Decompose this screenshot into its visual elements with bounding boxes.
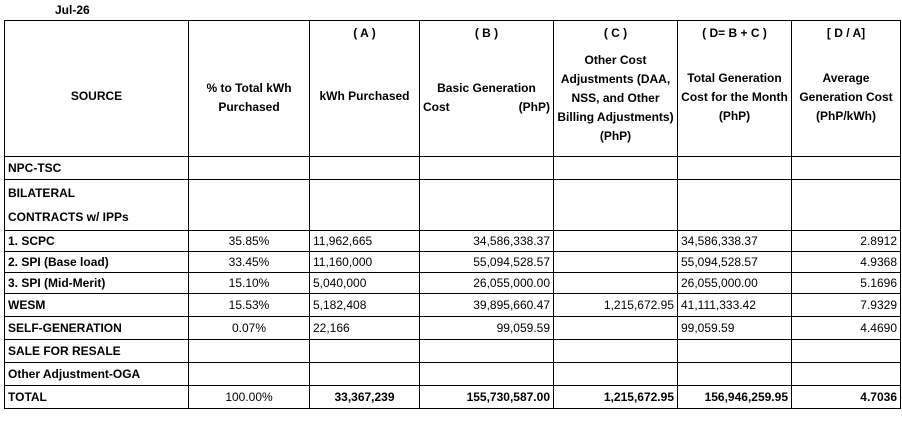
cell-pct: 100.00% [188, 385, 310, 409]
header-avg-label: Average Generation Cost (PhP/kWh) [799, 71, 893, 123]
table-row: 1. SCPC 35.85% 11,962,665 34,586,338.37 … [4, 230, 901, 252]
cell-total: 156,946,259.95 [677, 385, 792, 409]
table-row: SELF-GENERATION 0.07% 22,166 99,059.59 9… [4, 316, 901, 340]
table-row: WESM 15.53% 5,182,408 39,895,660.47 1,21… [4, 293, 901, 317]
header-other-letter: ( C ) [603, 26, 628, 40]
header-row: SOURCE % to Total kWh Purchased ( A ) kW… [4, 20, 901, 157]
header-total-label: Total Generation Cost for the Month (PhP… [681, 71, 788, 123]
cell-avg: 4.7036 [791, 385, 901, 409]
cell-kwh: 22,166 [309, 316, 420, 340]
cell-avg: 4.4690 [791, 316, 901, 340]
cell-total: 55,094,528.57 [677, 251, 792, 273]
table-row: NPC-TSC [4, 156, 901, 180]
header-kwh-letter: ( A ) [353, 26, 376, 40]
table-row: BILATERAL CONTRACTS w/ IPPs [4, 179, 901, 231]
cell-avg: 4.9368 [791, 251, 901, 273]
row-label-resale: SALE FOR RESALE [4, 339, 189, 363]
table-row: SALE FOR RESALE [4, 339, 901, 363]
header-kwh: ( A ) kWh Purchased [309, 20, 420, 157]
generation-cost-table: SOURCE % to Total kWh Purchased ( A ) kW… [4, 20, 901, 409]
row-label-wesm: WESM [4, 293, 189, 317]
table-row: Other Adjustment-OGA [4, 362, 901, 386]
header-basic-left: Cost [423, 100, 450, 114]
table-row: 3. SPI (Mid-Merit) 15.10% 5,040,000 26,0… [4, 272, 901, 294]
header-basic-letter: ( B ) [474, 26, 499, 40]
cell-basic: 26,055,000.00 [419, 272, 554, 294]
table-row: 2. SPI (Base load) 33.45% 11,160,000 55,… [4, 251, 901, 273]
cell-avg: 7.9329 [791, 293, 901, 317]
header-basic-line1: Basic Generation [437, 81, 536, 95]
header-avg-cost: [ D / A] Average Generation Cost (PhP/kW… [791, 20, 901, 157]
cell-pct: 15.10% [188, 272, 310, 294]
row-label-oga: Other Adjustment-OGA [4, 362, 189, 386]
row-label-total: TOTAL [4, 385, 189, 409]
header-total-letter: ( D= B + C ) [702, 26, 767, 40]
cell-kwh: 5,182,408 [309, 293, 420, 317]
header-source: SOURCE [4, 20, 189, 157]
header-other-cost: ( C ) Other Cost Adjustments (DAA, NSS, … [553, 20, 678, 157]
cell-other [553, 230, 678, 252]
cell-kwh: 11,160,000 [309, 251, 420, 273]
period-label: Jul-26 [55, 3, 90, 17]
row-label-spi-base: 2. SPI (Base load) [4, 251, 189, 273]
header-kwh-label: kWh Purchased [319, 89, 410, 103]
cell-basic: 155,730,587.00 [419, 385, 554, 409]
cell-pct: 35.85% [188, 230, 310, 252]
row-label-bilateral: BILATERAL CONTRACTS w/ IPPs [4, 179, 189, 231]
cell-basic: 99,059.59 [419, 316, 554, 340]
total-row: TOTAL 100.00% 33,367,239 155,730,587.00 … [4, 385, 901, 409]
cell-pct: 15.53% [188, 293, 310, 317]
cell-total: 41,111,333.42 [677, 293, 792, 317]
cell-other [553, 251, 678, 273]
header-avg-letter: [ D / A] [826, 26, 866, 40]
cell-pct: 33.45% [188, 251, 310, 273]
cell-total: 99,059.59 [677, 316, 792, 340]
row-label-npc: NPC-TSC [4, 156, 189, 180]
cell-total: 34,586,338.37 [677, 230, 792, 252]
cell-basic: 39,895,660.47 [419, 293, 554, 317]
header-pct: % to Total kWh Purchased [188, 20, 310, 157]
header-other-label: Other Cost Adjustments (DAA, NSS, and Ot… [557, 53, 674, 143]
cell-total: 26,055,000.00 [677, 272, 792, 294]
cell-other [553, 272, 678, 294]
cell-kwh: 11,962,665 [309, 230, 420, 252]
row-label-scpc: 1. SCPC [4, 230, 189, 252]
header-basic-unit: (PhP) [518, 100, 550, 114]
cell-other: 1,215,672.95 [553, 385, 678, 409]
cell-pct: 0.07% [188, 316, 310, 340]
header-total-cost: ( D= B + C ) Total Generation Cost for t… [677, 20, 792, 157]
cell-avg: 5.1696 [791, 272, 901, 294]
cell-kwh: 33,367,239 [309, 385, 420, 409]
row-label-selfgen: SELF-GENERATION [4, 316, 189, 340]
cell-basic: 55,094,528.57 [419, 251, 554, 273]
cell-avg: 2.8912 [791, 230, 901, 252]
row-label-spi-mid: 3. SPI (Mid-Merit) [4, 272, 189, 294]
cell-other: 1,215,672.95 [553, 293, 678, 317]
cell-kwh: 5,040,000 [309, 272, 420, 294]
cell-other [553, 316, 678, 340]
header-basic-cost: ( B ) Basic Generation Cost (PhP) [419, 20, 554, 157]
cell-basic: 34,586,338.37 [419, 230, 554, 252]
